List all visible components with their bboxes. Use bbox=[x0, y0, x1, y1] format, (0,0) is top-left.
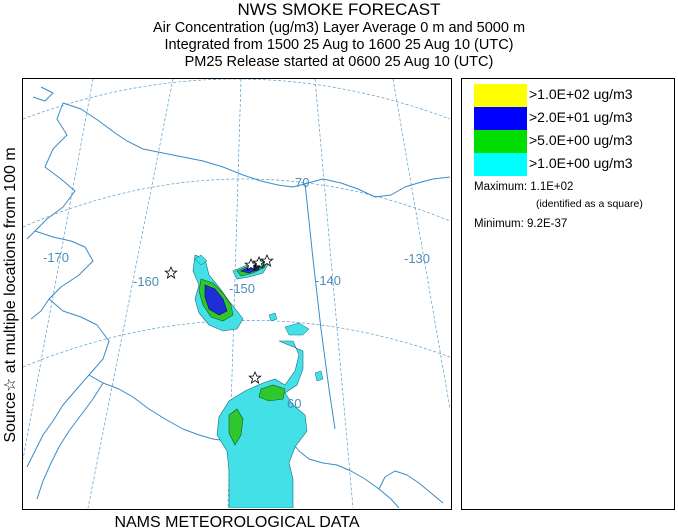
legend-swatch-yellow bbox=[474, 84, 527, 107]
legend-swatch-green bbox=[474, 130, 527, 153]
parallel-line bbox=[23, 320, 450, 368]
legend-item: >5.0E+00 ug/m3 bbox=[474, 130, 669, 153]
legend-label: >1.0E+02 ug/m3 bbox=[529, 86, 633, 102]
maximum-note: (identified as a square) bbox=[536, 198, 643, 210]
lon-label-160: -160 bbox=[133, 274, 159, 289]
southeast-panhandle bbox=[378, 470, 444, 504]
legend-swatch-blue bbox=[474, 107, 527, 130]
lon-label-170: -170 bbox=[43, 250, 69, 265]
graticule bbox=[23, 79, 450, 508]
parallel-line bbox=[23, 79, 450, 120]
source-star bbox=[164, 266, 178, 279]
source-star bbox=[248, 371, 262, 384]
legend-label: >1.0E+00 ug/m3 bbox=[529, 155, 633, 171]
legend-item: >1.0E+02 ug/m3 bbox=[474, 84, 669, 107]
maximum-value: Maximum: 1.1E+02 bbox=[474, 181, 574, 193]
plume-patch bbox=[268, 312, 278, 322]
norton-sound-coast bbox=[26, 230, 50, 320]
maximum-square-marker bbox=[253, 265, 259, 271]
plume-green-south bbox=[228, 408, 244, 446]
release-info: PM25 Release started at 0600 25 Aug 10 (… bbox=[184, 54, 494, 70]
legend-panel: >1.0E+02 ug/m3 >2.0E+01 ug/m3 >5.0E+00 u… bbox=[461, 78, 675, 510]
plume-patch bbox=[194, 254, 208, 266]
lat-label-70: 70 bbox=[295, 175, 309, 190]
legend-item: >2.0E+01 ug/m3 bbox=[474, 107, 669, 130]
plume-blue-main bbox=[204, 284, 228, 316]
integration-period: Integrated from 1500 25 Aug to 1600 25 A… bbox=[164, 37, 514, 53]
northwest-coast bbox=[34, 102, 254, 452]
meridian-line bbox=[87, 79, 174, 508]
plume-patch bbox=[314, 370, 324, 382]
legend-label: >5.0E+00 ug/m3 bbox=[529, 132, 633, 148]
legend-label: >2.0E+01 ug/m3 bbox=[529, 109, 633, 125]
source-label-text: Source☆ at multiple locations from 100 m bbox=[2, 147, 19, 443]
concentration-description: Air Concentration (ug/m3) Layer Average … bbox=[152, 20, 526, 36]
source-star bbox=[260, 254, 274, 267]
data-source-footer: NAMS METEOROLOGICAL DATA bbox=[114, 514, 360, 531]
map-panel: -170 -160 -150 -140 -130 70 60 bbox=[22, 78, 452, 510]
source-side-label: Source☆ at multiple locations from 100 m bbox=[0, 78, 20, 512]
lon-label-150: -150 bbox=[229, 281, 255, 296]
southwest-peninsula bbox=[26, 374, 104, 500]
lon-label-130: -130 bbox=[404, 251, 430, 266]
parallel-line bbox=[23, 178, 450, 228]
meridian-line bbox=[23, 79, 94, 460]
map-canvas: -170 -160 -150 -140 -130 70 60 bbox=[23, 79, 450, 508]
lon-label-140: -140 bbox=[315, 273, 341, 288]
canada-border bbox=[304, 182, 336, 430]
source-markers bbox=[164, 254, 274, 384]
plume-green-south bbox=[258, 384, 286, 402]
meridian-line bbox=[314, 79, 354, 508]
legend-swatch-cyan bbox=[474, 153, 527, 176]
plume-cyan-south bbox=[216, 340, 308, 508]
map-title: NWS SMOKE FORECAST bbox=[237, 0, 441, 19]
legend-item: >1.0E+00 ug/m3 bbox=[474, 153, 669, 176]
meridian-line bbox=[392, 79, 450, 410]
arctic-coast bbox=[32, 86, 450, 198]
minimum-value: Minimum: 9.2E-37 bbox=[474, 218, 568, 230]
lat-label-60: 60 bbox=[287, 396, 301, 411]
plume-patch bbox=[284, 322, 310, 336]
